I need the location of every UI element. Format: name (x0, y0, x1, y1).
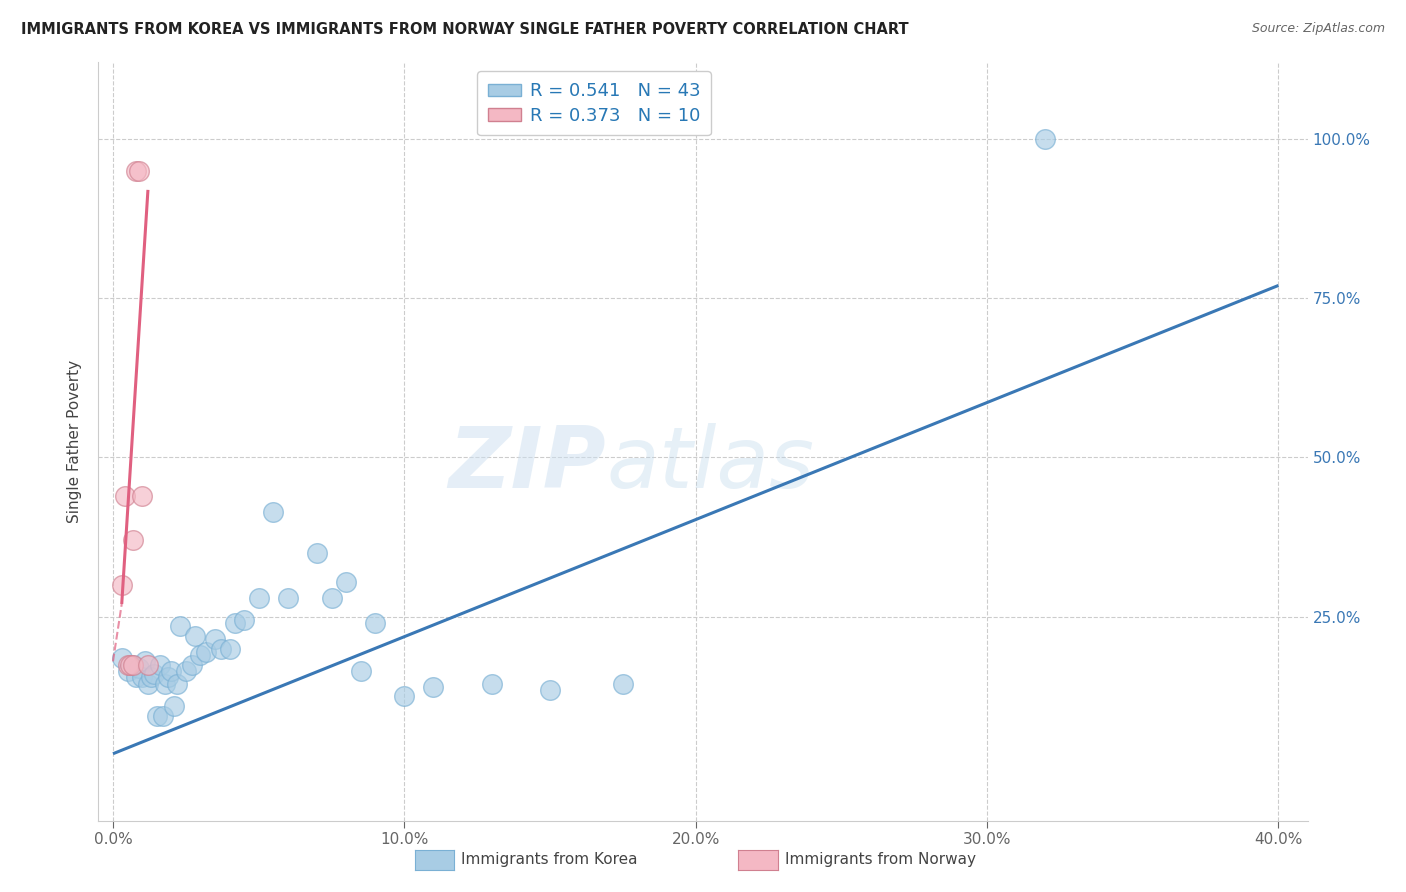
Point (612, 676, 634, 690)
Point (305, 546, 328, 560)
Point (364, 616, 387, 631)
Point (142, 667, 165, 681)
Point (180, 657, 202, 672)
Point (218, 641, 240, 656)
Point (422, 680, 444, 694)
Point (117, 664, 139, 678)
Text: IMMIGRANTS FROM KOREA VS IMMIGRANTS FROM NORWAY SINGLE FATHER POVERTY CORRELATIO: IMMIGRANTS FROM KOREA VS IMMIGRANTS FROM… (21, 22, 908, 37)
Point (209, 641, 232, 656)
Point (183, 629, 205, 643)
Point (152, 708, 174, 723)
Point (481, 676, 503, 690)
Point (233, 613, 256, 627)
Point (166, 676, 188, 690)
Y-axis label: Single Father Poverty: Single Father Poverty (67, 360, 83, 523)
Point (277, 591, 299, 605)
Point (538, 683, 561, 698)
Point (136, 676, 159, 690)
Point (125, 163, 148, 178)
Text: Immigrants from Norway: Immigrants from Norway (785, 853, 976, 867)
Point (111, 578, 134, 592)
Point (174, 664, 197, 678)
Point (247, 591, 270, 605)
Point (122, 533, 145, 548)
Point (262, 505, 284, 519)
Point (160, 664, 183, 678)
Point (136, 657, 159, 672)
Point (145, 708, 167, 723)
Point (139, 670, 162, 684)
Point (131, 489, 153, 503)
Point (120, 657, 142, 672)
Point (155, 676, 177, 690)
Point (1033, 132, 1056, 146)
Point (131, 670, 153, 684)
Point (195, 645, 218, 659)
Point (125, 670, 148, 684)
Point (128, 661, 150, 675)
Point (122, 657, 145, 672)
Point (114, 489, 136, 503)
Point (394, 690, 416, 704)
Point (190, 648, 212, 662)
Text: atlas: atlas (606, 423, 814, 506)
Point (224, 616, 246, 631)
Point (321, 591, 343, 605)
Legend: R = 0.541   N = 43, R = 0.373   N = 10: R = 0.541 N = 43, R = 0.373 N = 10 (477, 71, 711, 136)
Point (157, 670, 180, 684)
Point (204, 632, 226, 646)
Point (111, 651, 134, 665)
Point (117, 657, 139, 672)
Point (122, 657, 145, 672)
Text: Immigrants from Korea: Immigrants from Korea (461, 853, 638, 867)
Point (350, 664, 373, 678)
Point (169, 619, 191, 633)
Text: ZIP: ZIP (449, 423, 606, 506)
Point (163, 698, 186, 713)
Point (335, 574, 357, 589)
Point (134, 654, 156, 668)
Point (149, 657, 172, 672)
Point (128, 163, 150, 178)
Text: Source: ZipAtlas.com: Source: ZipAtlas.com (1251, 22, 1385, 36)
